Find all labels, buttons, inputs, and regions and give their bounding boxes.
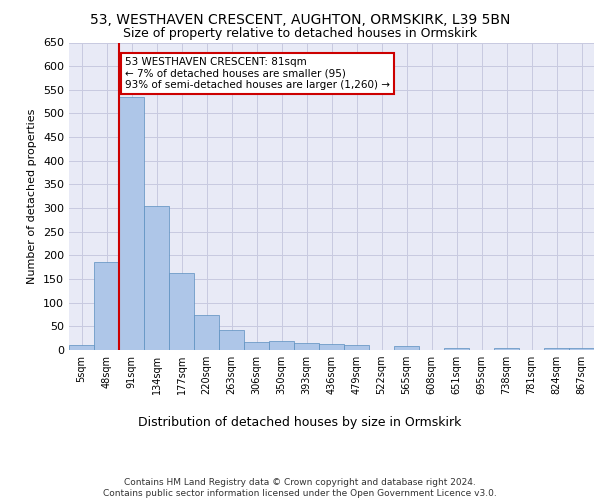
Bar bbox=[219, 330, 244, 350]
Bar bbox=[119, 97, 144, 350]
Bar bbox=[444, 348, 469, 350]
Bar bbox=[269, 340, 294, 350]
Text: 53 WESTHAVEN CRESCENT: 81sqm
← 7% of detached houses are smaller (95)
93% of sem: 53 WESTHAVEN CRESCENT: 81sqm ← 7% of det… bbox=[125, 56, 390, 90]
Bar bbox=[569, 348, 594, 350]
Text: Size of property relative to detached houses in Ormskirk: Size of property relative to detached ho… bbox=[123, 28, 477, 40]
Bar bbox=[169, 273, 194, 350]
Bar bbox=[69, 346, 94, 350]
Text: 53, WESTHAVEN CRESCENT, AUGHTON, ORMSKIRK, L39 5BN: 53, WESTHAVEN CRESCENT, AUGHTON, ORMSKIR… bbox=[90, 12, 510, 26]
Bar bbox=[319, 344, 344, 350]
Bar bbox=[544, 348, 569, 350]
Bar bbox=[294, 344, 319, 350]
Bar bbox=[394, 346, 419, 350]
Bar bbox=[194, 314, 219, 350]
Bar bbox=[94, 262, 119, 350]
Text: Contains HM Land Registry data © Crown copyright and database right 2024.
Contai: Contains HM Land Registry data © Crown c… bbox=[103, 478, 497, 498]
Bar bbox=[244, 342, 269, 350]
Bar bbox=[144, 206, 169, 350]
Bar bbox=[494, 348, 519, 350]
Y-axis label: Number of detached properties: Number of detached properties bbox=[28, 108, 37, 284]
Bar bbox=[344, 346, 369, 350]
Text: Distribution of detached houses by size in Ormskirk: Distribution of detached houses by size … bbox=[139, 416, 461, 429]
